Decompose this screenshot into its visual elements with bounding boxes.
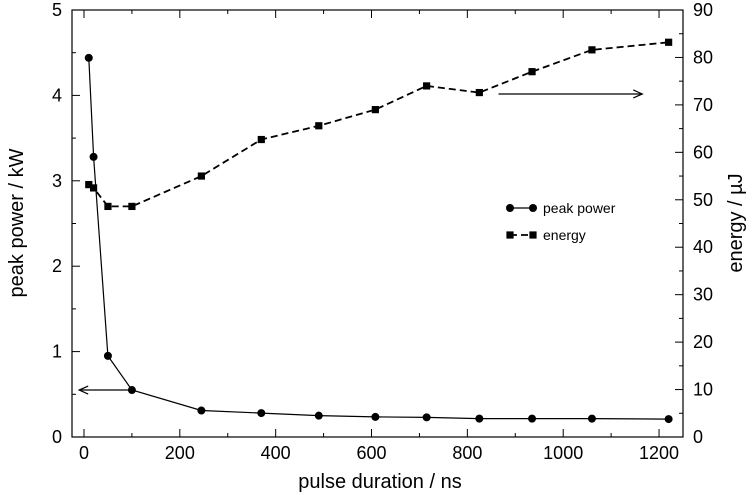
series-layer <box>84 38 673 424</box>
energy-point <box>128 202 136 211</box>
peak-power-point <box>103 351 112 360</box>
y-right-tick-label: 50 <box>693 190 713 210</box>
y-right-tick-label: 30 <box>693 285 713 305</box>
energy-point <box>85 180 93 189</box>
energy-point <box>528 68 536 76</box>
energy-point <box>371 106 379 114</box>
legend-marker-energy <box>529 231 537 239</box>
energy-point <box>257 135 265 144</box>
legend-label-peak-power: peak power <box>543 200 616 216</box>
y-right-axis-title: energy / µJ <box>725 173 747 272</box>
peak-power-point <box>422 413 431 422</box>
y-left-axis-title: peak power / kW <box>6 148 28 297</box>
x-tick-label: 800 <box>452 443 482 463</box>
y-left-tick-label: 4 <box>52 85 62 105</box>
legend-marker-energy <box>506 231 514 239</box>
axes: 0 200 400 600 800 1000 12000123450102030405060… <box>52 0 713 463</box>
peak-power-point <box>587 414 596 423</box>
x-tick-label: 400 <box>261 443 291 463</box>
arrow-left-head <box>77 385 89 395</box>
y-right-tick-label: 70 <box>693 95 713 115</box>
peak-power-point <box>528 414 537 423</box>
energy-point <box>665 38 673 46</box>
peak-power-point <box>197 406 206 415</box>
legend-marker-peak-power <box>529 204 537 212</box>
legend: peak power energy <box>506 200 616 243</box>
x-tick-label: 600 <box>356 443 386 463</box>
arrow-right-head <box>633 89 644 99</box>
y-right-tick-label: 40 <box>693 237 713 257</box>
x-tick-label: 200 <box>165 443 195 463</box>
peak-power-point <box>257 409 266 418</box>
y-right-tick-label: 80 <box>693 47 713 67</box>
energy-point <box>89 184 98 192</box>
peak-power-point <box>664 415 673 424</box>
energy-point <box>104 202 112 211</box>
energy-point <box>475 88 483 97</box>
y-right-tick-label: 90 <box>693 0 713 20</box>
x-tick-label: 1000 <box>543 443 583 463</box>
legend-label-energy: energy <box>543 227 586 243</box>
annotation-layer <box>77 89 644 395</box>
y-right-tick-label: 20 <box>693 332 713 352</box>
legend-item-peak-power: peak power <box>506 200 616 216</box>
x-axis-title: pulse duration / ns <box>298 471 461 493</box>
x-tick-label: 0 <box>79 443 89 463</box>
y-right-tick-label: 10 <box>693 380 713 400</box>
peak-power-point <box>475 414 484 423</box>
y-left-tick-label: 1 <box>52 342 62 362</box>
plot-frame <box>71 9 684 438</box>
energy-point <box>315 122 323 130</box>
energy-point <box>423 82 431 90</box>
y-right-tick-label: 60 <box>693 142 713 162</box>
arrow-left <box>77 385 132 395</box>
series-energy <box>85 38 673 211</box>
peak-power-point <box>371 412 380 421</box>
legend-marker-peak-power <box>506 204 514 212</box>
y-left-tick-label: 0 <box>52 427 62 447</box>
x-tick-label: 1200 <box>639 443 679 463</box>
y-right-tick-label: 0 <box>693 427 703 447</box>
arrow-right <box>498 89 644 99</box>
peak-power-point <box>84 53 93 62</box>
y-left-tick-label: 3 <box>52 171 62 191</box>
series-peak-power <box>84 53 673 424</box>
energy-point <box>588 46 596 54</box>
peak-power-point <box>314 411 323 420</box>
peak-power-point <box>89 152 98 161</box>
y-left-tick-label: 5 <box>52 0 62 20</box>
y-left-tick-label: 2 <box>52 256 62 276</box>
energy-line <box>88 41 669 208</box>
energy-point <box>197 172 205 180</box>
legend-item-energy: energy <box>506 227 586 243</box>
